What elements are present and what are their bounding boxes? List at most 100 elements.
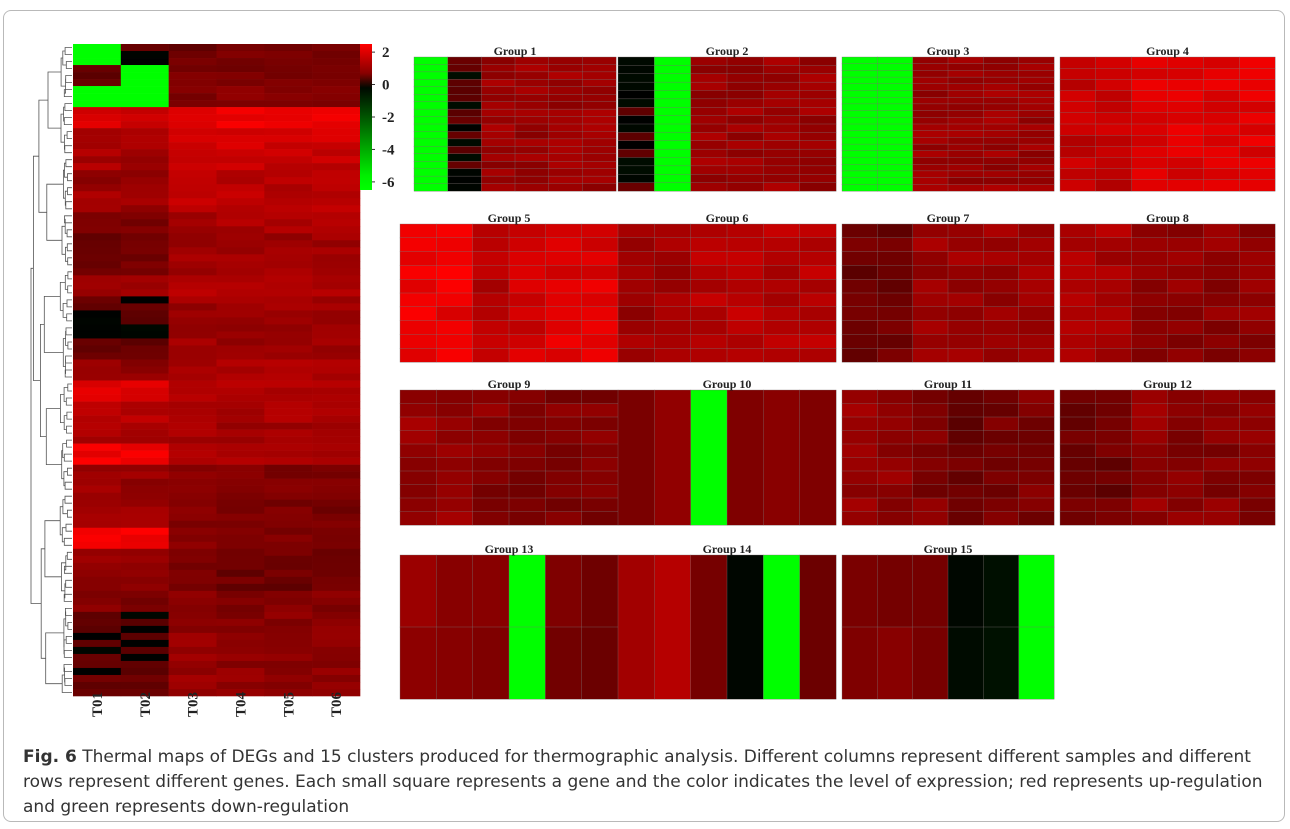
row-dendrogram [30, 47, 72, 693]
heatmap-cell [216, 135, 265, 143]
heatmap-cell [216, 86, 265, 94]
heatmap-cell [312, 317, 361, 325]
group-cell [654, 306, 692, 321]
group-cell [436, 265, 474, 280]
group-cell [799, 56, 837, 66]
group-cell [617, 265, 655, 280]
group-cell [841, 83, 878, 91]
group-title: Group 12 [1143, 377, 1192, 391]
heatmap-cell [312, 499, 361, 508]
group-cell [472, 626, 510, 700]
heatmap-cell [168, 660, 217, 669]
group-cell [472, 470, 510, 485]
group-cell [690, 115, 728, 125]
group-cell [877, 320, 914, 335]
group-cell [912, 430, 949, 445]
group-cell [472, 497, 510, 512]
group-cell [1167, 251, 1204, 266]
group-cell [841, 457, 878, 472]
heatmap-cell [216, 401, 265, 409]
group-cell [582, 101, 617, 110]
colorbar-tick-label: -2 [382, 110, 395, 126]
group-cell [1018, 117, 1055, 125]
group-cell [1167, 67, 1204, 80]
heatmap-cell [312, 471, 361, 479]
group-cell [841, 484, 878, 499]
group-cell [1238, 265, 1276, 280]
heatmap-cell [120, 100, 169, 108]
group-cell [799, 334, 837, 349]
group-cell [514, 86, 550, 95]
group-cell [447, 101, 482, 110]
heatmap-cell [312, 86, 361, 94]
group-cell [947, 123, 984, 132]
heatmap-cell [264, 394, 313, 402]
heatmap-cell [168, 310, 217, 318]
group-cell [912, 63, 949, 71]
heatmap-cell [73, 275, 122, 283]
heatmap-cell [73, 233, 122, 241]
heatmap-cell [216, 632, 265, 641]
heatmap-cell [120, 296, 169, 304]
group-cell [877, 484, 914, 499]
heatmap-cell [216, 639, 265, 648]
heatmap-cell [73, 142, 122, 150]
heatmap-cell [168, 79, 217, 87]
dendrogram-branch [64, 215, 72, 224]
group-cell [947, 70, 984, 78]
group-cell [481, 138, 516, 147]
colorbar-tick-label: 0 [382, 78, 390, 94]
group-panel: Group 13 [399, 542, 619, 700]
group-title: Group 6 [706, 211, 749, 225]
heatmap-cell [264, 485, 313, 493]
group-cell [690, 292, 728, 308]
group-cell [947, 403, 984, 418]
heatmap-cell [312, 247, 361, 255]
group-cell [399, 511, 437, 526]
group-cell [1131, 511, 1168, 526]
heatmap-cell [312, 387, 361, 395]
group-cell [983, 110, 1020, 118]
heatmap-cell [264, 590, 313, 599]
heatmap-cell [73, 268, 122, 276]
sample-label: T06 [329, 691, 345, 717]
group-cell [1203, 470, 1240, 485]
heatmap-cell [168, 485, 217, 493]
group-cell [912, 443, 949, 458]
group-cell [947, 184, 984, 192]
group-cell [1238, 389, 1276, 404]
group-cell [690, 223, 728, 239]
group-cell [763, 115, 801, 125]
group-cell [690, 123, 728, 133]
heatmap-cell [73, 520, 122, 529]
group-cell [617, 115, 655, 125]
group-cell [1167, 334, 1204, 349]
group-cell [1167, 320, 1204, 335]
group-cell [726, 554, 764, 700]
heatmap-cell [264, 296, 313, 304]
sample-label: T01 [90, 692, 106, 717]
group-cell [617, 306, 655, 321]
heatmap-cell [168, 240, 217, 248]
dendrogram-branch [64, 481, 72, 490]
heatmap-cell [73, 674, 122, 683]
group-cell [947, 223, 984, 239]
heatmap-cell [264, 506, 313, 515]
heatmap-cell [168, 254, 217, 262]
heatmap-cell [312, 226, 361, 234]
heatmap-cell [73, 296, 122, 304]
group-cell [726, 73, 764, 83]
heatmap-cell [312, 114, 361, 122]
heatmap-cell [120, 142, 169, 150]
group-cell [472, 416, 510, 431]
group-cell [581, 443, 619, 458]
group-cell [1131, 320, 1168, 335]
heatmap-cell [264, 51, 313, 59]
group-cell [726, 174, 764, 183]
heatmap-cell [216, 562, 265, 571]
group-cell [413, 108, 449, 117]
group-cell [1167, 279, 1204, 294]
heatmap-cell [264, 247, 313, 255]
group-cell [472, 223, 510, 239]
group-cell [545, 265, 583, 280]
